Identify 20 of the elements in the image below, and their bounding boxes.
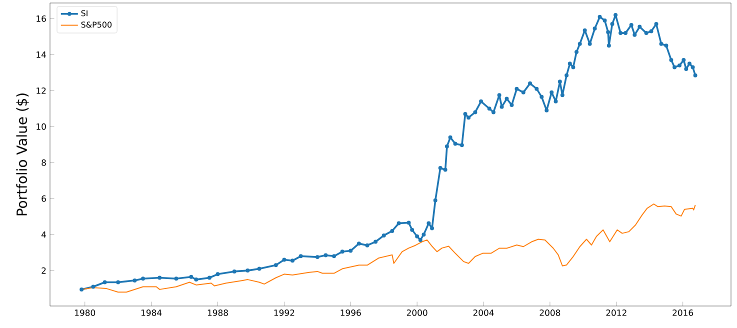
- y-tick-label: 6: [42, 195, 46, 202]
- y-tick-label: 16: [36, 15, 46, 22]
- y-tick-label: 8: [42, 159, 46, 166]
- y-tick-label: 10: [36, 123, 46, 130]
- x-tick-label: 2008: [540, 310, 560, 316]
- x-tick-label: 1996: [340, 310, 361, 316]
- x-tick-label: 2016: [672, 310, 694, 316]
- x-tick-label: 1984: [141, 310, 162, 316]
- x-tick-label: 1980: [75, 310, 96, 316]
- line-series: [81, 203, 696, 293]
- x-tick-label: 2004: [473, 310, 494, 316]
- y-axis-title: Portfolio Value ($): [16, 94, 29, 216]
- x-tick-label: 2012: [606, 310, 626, 316]
- x-tick-label: 1988: [208, 310, 228, 316]
- x-tick-label: 1992: [274, 310, 294, 316]
- y-tick-label: 12: [36, 87, 46, 94]
- y-tick-label: 14: [36, 52, 46, 58]
- y-tick-label: 2: [42, 267, 46, 274]
- x-tick-label: 2000: [406, 310, 428, 316]
- y-tick-label: 4: [42, 231, 46, 238]
